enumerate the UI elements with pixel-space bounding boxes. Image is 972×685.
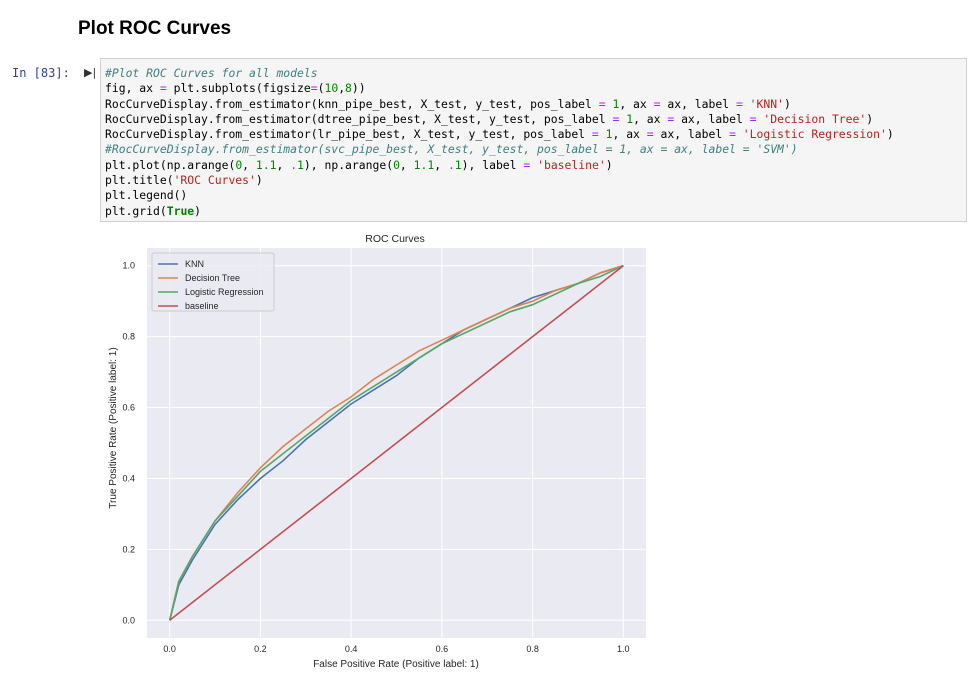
code-line: plt.legend() [105,188,188,203]
cell-prompt: In [83]: [12,66,70,80]
series-line-decision-tree [168,264,624,621]
code-editor[interactable]: #Plot ROC Curves for all models fig, ax =… [105,66,894,219]
code-line: RocCurveDisplay.from_estimator(knn_pipe_… [105,96,791,111]
legend-label: Decision Tree [185,273,240,283]
plot-area: 0.0 0.2 0.4 0.6 0.8 1.0 0.0 0.2 0.4 0.6 0.8 1.0 KNN D… [122,248,646,654]
y-tick-label: 0.6 [122,403,135,413]
y-tick-label: 0.0 [122,615,135,625]
roc-chart: ROC Curves 0.0 0.2 0.4 0.6 0.8 1.00.00.20.40.… [108,233,646,670]
y-tick-label: 0.8 [122,332,135,342]
code-line: plt.plot(np.arange(0, 1.1, .1), np.arang… [105,157,613,172]
code-line: plt.title('ROC Curves') [105,173,263,188]
legend-label: Logistic Regression [185,287,264,297]
x-tick-label: 0.0 [163,644,176,654]
y-axis-label: True Positive Rate (Positive label: 1) [108,347,119,508]
series-line-logistic-regression [168,264,624,621]
x-axis-label: False Positive Rate (Positive label: 1) [313,659,479,670]
code-line: fig, ax = plt.subplots(figsize=(10,8)) [105,81,366,96]
code-line: RocCurveDisplay.from_estimator(lr_pipe_b… [105,127,894,142]
section-heading: Plot ROC Curves [78,18,232,39]
code-cell[interactable]: #Plot ROC Curves for all models fig, ax =… [100,58,967,222]
code-line: plt.grid(True) [105,203,202,218]
series-line-knn [168,264,624,621]
y-tick-label: 0.2 [122,544,135,554]
code-line: #Plot ROC Curves for all models [105,66,318,80]
y-tick-label: 0.4 [122,473,135,483]
code-line: RocCurveDisplay.from_estimator(dtree_pip… [105,111,874,126]
x-tick-label: 0.8 [526,644,539,654]
x-tick-label: 0.2 [254,644,267,654]
code-line: #RocCurveDisplay.from_estimator(svc_pipe… [105,142,798,157]
x-tick-label: 0.6 [436,644,449,654]
series-line-baseline [169,265,624,621]
chart-title: ROC Curves [365,233,425,245]
legend-box [151,252,275,312]
y-tick-label: 1.0 [122,261,135,271]
legend-label: baseline [185,301,219,311]
run-cell-icon[interactable]: ▶| [84,66,97,79]
x-tick-label: 1.0 [617,644,630,654]
legend-label: KNN [185,259,204,269]
x-tick-label: 0.4 [345,644,358,654]
